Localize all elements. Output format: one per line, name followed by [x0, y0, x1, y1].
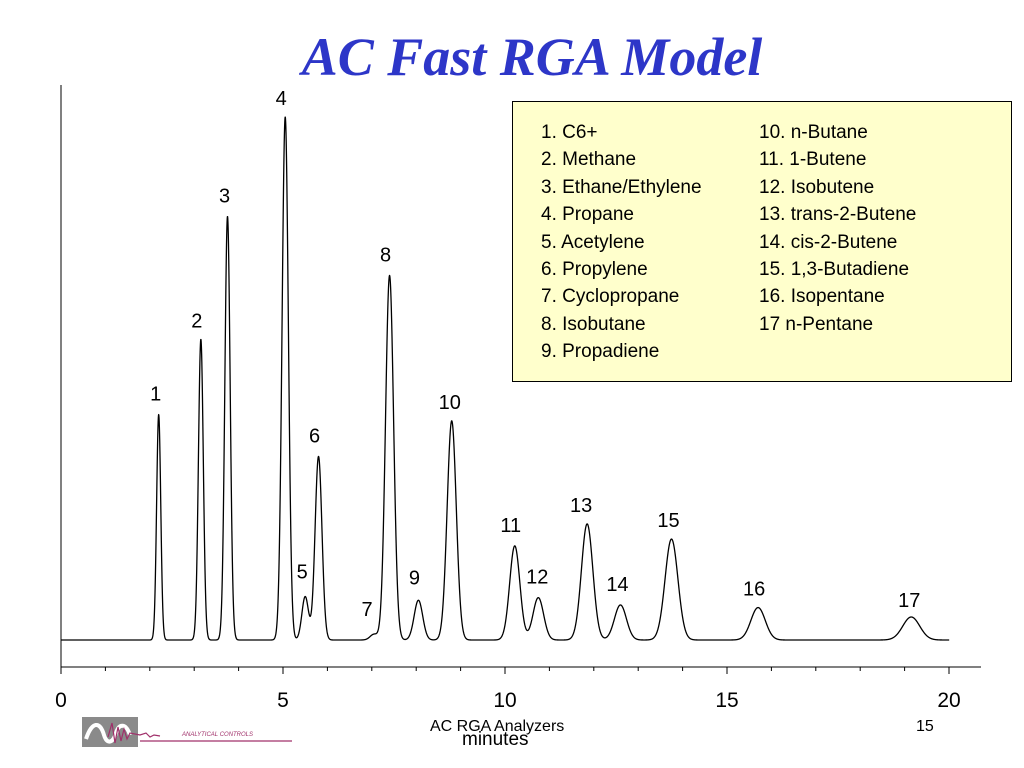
peak-label-9: 9 [409, 567, 420, 589]
x-tick-label: 0 [55, 689, 67, 712]
legend-item: 4. Propane [541, 204, 634, 226]
slide-title: AC Fast RGA Model [301, 27, 763, 87]
legend-item: 1. C6+ [541, 122, 598, 143]
legend-item: 7. Cyclopropane [541, 286, 680, 308]
legend-item: 14. cis-2-Butene [759, 231, 898, 253]
chromatogram-trace-layer [60, 116, 950, 641]
logo-letters-icon [84, 723, 132, 744]
peak-label-11: 11 [500, 515, 521, 537]
legend-column-right: 10. n-Butane 11. 1-Butene 12. Isobutene 13.… [759, 119, 916, 338]
peak-label-16: 16 [743, 579, 765, 601]
peak-label-14: 14 [606, 574, 628, 596]
legend-item: 5. Acetylene [541, 231, 645, 253]
peak-label-7: 7 [361, 599, 372, 621]
peak-label-13: 13 [570, 495, 592, 517]
peak-label-3: 3 [219, 185, 230, 207]
legend-item: 2. Methane [541, 149, 637, 171]
legend-item: 10. n-Butane [759, 122, 868, 143]
legend-column-left: 1. C6+ 2. Methane 3. Ethane/Ethylene 4. Pro… [541, 119, 702, 366]
legend-item: 16. Isopentane [759, 286, 885, 308]
peak-label-1: 1 [150, 384, 161, 406]
legend-item: 17 n-Pentane [759, 313, 874, 335]
legend-item: 8. Isobutane [541, 313, 646, 335]
peak-legend: 1. C6+ 2. Methane 3. Ethane/Ethylene 4. Pro… [512, 101, 1012, 382]
peak-label-4: 4 [276, 88, 287, 110]
legend-item: 6. Propylene [541, 259, 648, 281]
x-tick-label: 20 [937, 689, 960, 712]
x-tick-labels: 0 5 10 15 20 [55, 689, 961, 712]
peak-label-12: 12 [526, 567, 548, 589]
logo-wave-icon [107, 722, 161, 744]
logo-tagline: ANALYTICAL CONTROLS [181, 732, 253, 738]
chromatogram-trace [60, 116, 950, 641]
legend-item: 12. Isobutene [759, 176, 875, 198]
footer-text: AC RGA Analyzers [430, 718, 565, 735]
peak-label-5: 5 [297, 562, 308, 584]
peak-label-2: 2 [191, 310, 202, 332]
x-tick-label: 5 [277, 689, 289, 712]
peak-label-17: 17 [898, 590, 920, 612]
peak-label-10: 10 [439, 392, 461, 414]
analytical-controls-logo: ANALYTICAL CONTROLS [82, 717, 292, 747]
page-number: 15 [916, 718, 934, 735]
x-axis-title: minutes [462, 729, 529, 750]
legend-item: 3. Ethane/Ethylene [541, 176, 702, 198]
peak-label-8: 8 [380, 244, 391, 266]
x-tick-label: 15 [715, 689, 738, 712]
legend-item: 9. Propadiene [541, 341, 660, 363]
peak-label-15: 15 [657, 510, 679, 532]
peak-label-6: 6 [309, 425, 320, 447]
x-tick-label: 10 [493, 689, 516, 712]
legend-item: 13. trans-2-Butene [759, 204, 917, 226]
chart-axes [60, 85, 981, 674]
legend-item: 15. 1,3-Butadiene [759, 259, 910, 281]
legend-item: 11. 1-Butene [759, 149, 867, 171]
